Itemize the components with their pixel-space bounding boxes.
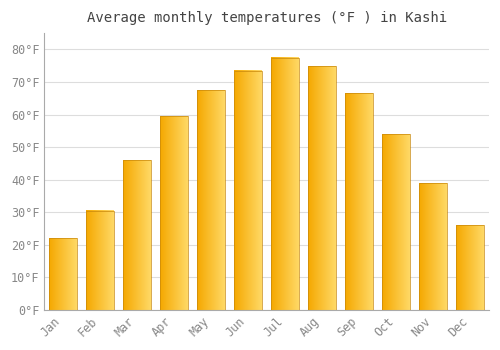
Bar	[456, 225, 484, 310]
Bar	[234, 71, 262, 310]
Bar	[382, 134, 410, 310]
Bar	[420, 183, 447, 310]
Bar	[123, 160, 151, 310]
Bar	[308, 66, 336, 310]
Bar	[86, 210, 114, 310]
Bar	[49, 238, 77, 310]
Bar	[272, 58, 299, 310]
Bar	[197, 90, 225, 310]
Bar	[346, 93, 373, 310]
Bar	[160, 116, 188, 310]
Title: Average monthly temperatures (°F ) in Kashi: Average monthly temperatures (°F ) in Ka…	[86, 11, 446, 25]
